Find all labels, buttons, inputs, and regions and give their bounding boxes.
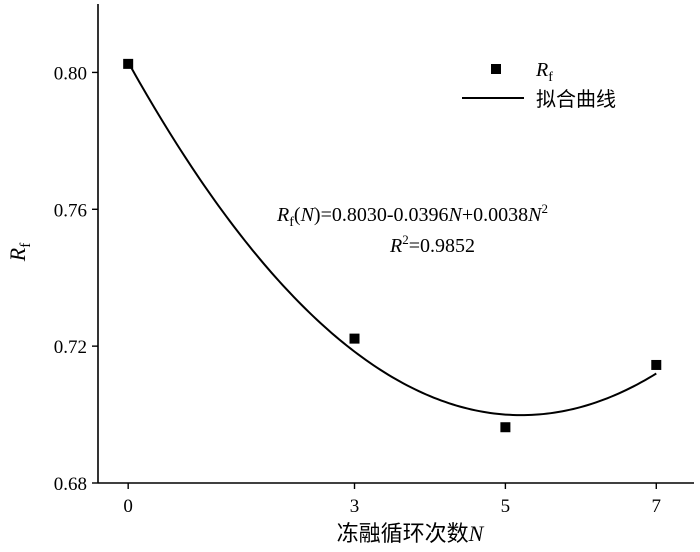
fit-equation: Rf(N)=0.8030-0.0396N+0.0038N2 (276, 201, 548, 230)
data-point-rf (123, 58, 134, 69)
x-axis-title: 冻融循环次数N (337, 521, 485, 546)
x-tick-label: 3 (350, 496, 360, 517)
legend-label-rf: Rf (535, 59, 553, 85)
r2-symbol: R (389, 235, 402, 257)
y-tick-label: 0.76 (54, 200, 87, 221)
x-tick-label: 7 (652, 496, 662, 517)
legend-label-rf-main: R (535, 59, 548, 81)
eq-arg-close: ) (314, 204, 321, 226)
y-axis-title-sub: f (18, 243, 34, 248)
y-axis-title: Rf (5, 243, 34, 262)
x-ticks: 0 3 5 7 (123, 483, 661, 517)
fit-curve-line (127, 61, 657, 417)
legend: Rf 拟合曲线 (462, 59, 616, 111)
eq-lhs-main: R (276, 204, 289, 226)
data-point-rf (651, 359, 662, 370)
legend-label-fit: 拟合曲线 (536, 88, 616, 111)
eq-rhs-part1: =0.8030-0.0396 (321, 204, 449, 226)
y-tick-label: 0.68 (54, 474, 87, 495)
y-tick-label: 0.72 (54, 337, 87, 358)
eq-arg-var: N (300, 204, 316, 226)
y-ticks: 0.68 0.72 0.76 0.80 (54, 63, 98, 495)
y-axis-title-main: R (5, 247, 30, 262)
axes (97, 4, 694, 484)
data-point-rf (349, 333, 360, 344)
eq-exponent: 2 (542, 201, 549, 216)
eq-var2: N (527, 204, 543, 226)
r2-value: =0.9852 (409, 235, 475, 257)
r2-exponent: 2 (402, 232, 409, 247)
plot-area (123, 58, 662, 433)
y-tick-label: 0.80 (54, 63, 87, 84)
x-axis-title-var: N (468, 521, 485, 546)
eq-var1: N (448, 204, 464, 226)
eq-lhs-sub: f (289, 215, 294, 230)
x-tick-label: 5 (501, 496, 511, 517)
x-tick-label: 0 (123, 496, 133, 517)
legend-marker-square (491, 64, 501, 74)
r-squared: R2=0.9852 (389, 232, 475, 257)
x-axis-title-text: 冻融循环次数 (337, 521, 469, 546)
legend-label-rf-sub: f (548, 70, 553, 85)
data-point-rf (500, 422, 511, 433)
eq-arg-open: ( (294, 204, 301, 226)
eq-rhs-part2: +0.0038 (462, 204, 528, 226)
